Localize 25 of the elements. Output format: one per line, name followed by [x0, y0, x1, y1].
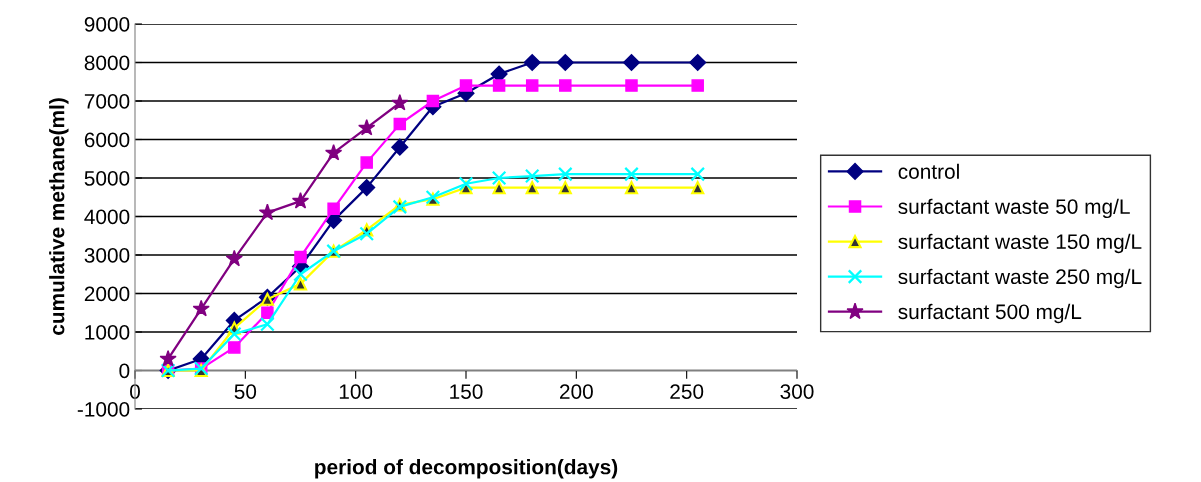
legend-label: surfactant 500 mg/L [898, 303, 1082, 324]
legend-label: surfactant waste 150 mg/L [898, 233, 1142, 254]
y-tick-label: 3000 [84, 248, 130, 263]
x-tick-label: 300 [780, 384, 814, 399]
legend-label: control [898, 163, 959, 179]
y-tick-label: 4000 [84, 209, 130, 225]
x-tick-label: 100 [339, 384, 373, 399]
y-tick-label: 2000 [84, 286, 130, 302]
y-tick-label: 8000 [84, 55, 130, 71]
y-axis-title: cumulative methane(ml) [49, 98, 69, 335]
y-tick-label: 5000 [84, 171, 130, 186]
y-tick-label: 0 [119, 363, 130, 379]
x-tick-label: 200 [560, 384, 593, 399]
legend-label: surfactant waste 50 mg/L [898, 198, 1130, 219]
legend-label: surfactant waste 250 mg/L [898, 268, 1142, 289]
x-tick-label: 50 [234, 384, 257, 399]
x-tick-label: 150 [450, 384, 483, 399]
x-tick-label: 250 [670, 384, 704, 399]
y-tick-label: 1000 [85, 325, 130, 340]
y-tick-label: 6000 [84, 132, 130, 148]
y-tick-label: 9000 [84, 17, 130, 32]
x-axis-title: period of decomposition(days) [315, 459, 618, 479]
x-tick-label: 0 [130, 384, 140, 399]
y-tick-label: 7000 [84, 94, 130, 109]
y-tick-label: -1000 [77, 402, 130, 417]
